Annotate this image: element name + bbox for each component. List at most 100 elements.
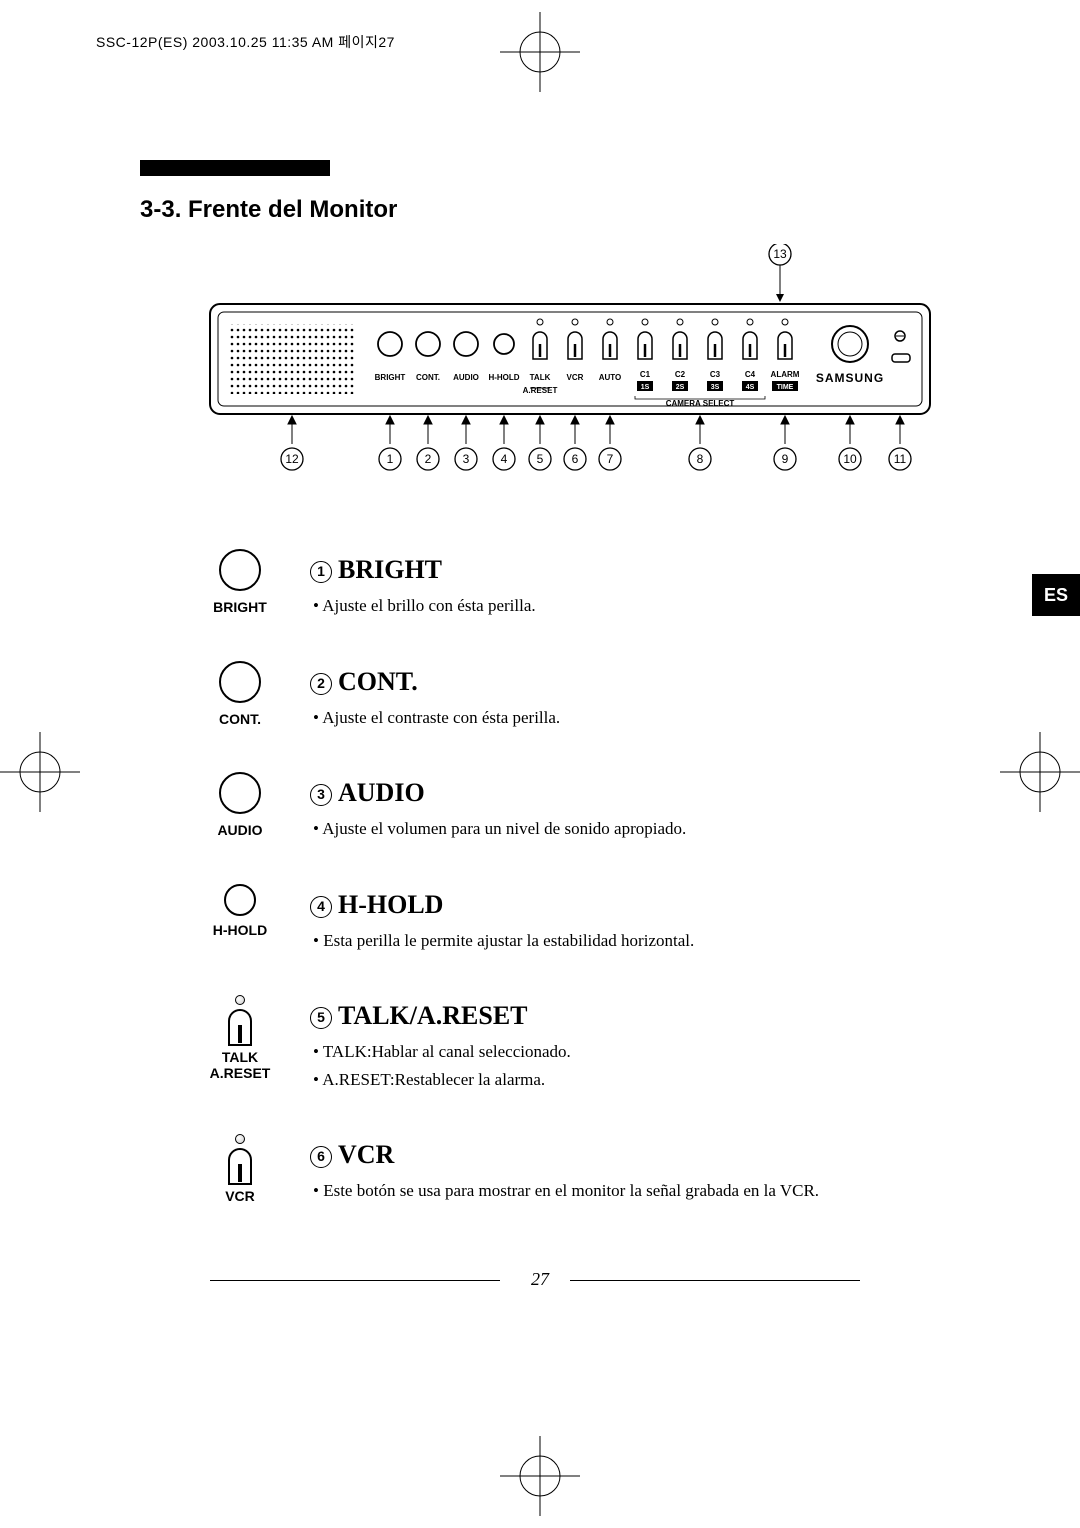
svg-text:VCR: VCR [567,373,584,382]
svg-text:AUTO: AUTO [599,373,622,382]
doc-header: SSC-12P(ES) 2003.10.25 11:35 AM 페이지27 [96,32,395,52]
item-number-circle: 3 [310,784,332,806]
knob-audio: AUDIO [453,332,479,382]
svg-text:TALK: TALK [530,373,551,382]
callout-13: 13 [773,247,787,261]
camera-select-group: C1 1S C2 2S C3 [635,319,765,408]
knob-icon [219,772,261,814]
item-title: TALK/A.RESET [338,1001,528,1030]
item-row: TALKA.RESET5TALK/A.RESETTALK:Hablar al c… [170,995,940,1094]
svg-text:CAMERA SELECT: CAMERA SELECT [666,399,735,408]
item-heading: 3 AUDIO [310,778,940,808]
item-text-column: 1 BRIGHT Ajuste el brillo con ésta perilla… [310,549,940,621]
item-icon-label: CONT. [170,711,310,727]
item-heading: 2CONT. [310,667,940,697]
svg-text:11: 11 [894,452,907,466]
switch-alarm-time: ALARM TIME [771,319,800,391]
item-text-column: 3 AUDIO Ajuste el volumen para un nivel de… [310,772,940,844]
language-tab: ES [1032,574,1080,616]
svg-text:2S: 2S [676,384,685,391]
svg-text:ALARM: ALARM [771,370,800,379]
item-row: H-HOLD4H-HOLDEsta perilla le permite aju… [170,884,940,956]
decorative-bar [140,160,330,176]
led-icon [235,1134,245,1144]
svg-text:4: 4 [501,452,508,466]
svg-text:3: 3 [463,452,470,466]
item-bullet: Esta perilla le permite ajustar la estab… [310,928,940,954]
svg-text:BRIGHT: BRIGHT [375,373,406,382]
item-heading: 4 H-HOLD [310,890,940,920]
item-bullet: Ajuste el brillo con ésta perilla. [310,593,940,619]
item-icon-label: TALK [170,1049,310,1065]
item-bullet: A.RESET:Restablecer la alarma. [310,1067,940,1093]
svg-text:1S: 1S [641,384,650,391]
item-heading: 5 TALK/A.RESET [310,1001,940,1031]
item-bullet: Ajuste el volumen para un nivel de sonid… [310,816,940,842]
item-title: BRIGHT [338,555,442,584]
knob-cont: CONT. [416,332,440,382]
item-icon-column: AUDIO [170,772,310,838]
svg-text:7: 7 [607,452,614,466]
svg-text:C2: C2 [675,370,686,379]
item-icon-column: CONT. [170,661,310,727]
item-bullet: Ajuste el contraste con ésta perilla. [310,705,940,731]
knob-icon [219,549,261,591]
item-icon-column: VCR [170,1134,310,1204]
item-text-column: 6 VCR Este botón se usa para mostrar en el… [310,1134,940,1206]
item-number-circle: 6 [310,1146,332,1168]
svg-text:10: 10 [843,452,857,466]
item-title: AUDIO [338,778,425,807]
brand-logo: SAMSUNG [816,371,884,385]
item-bullet: Este botón se usa para mostrar en el mon… [310,1178,940,1204]
item-bullet: TALK:Hablar al canal seleccionado. [310,1039,940,1065]
item-number-circle: 4 [310,896,332,918]
page-number: 27 [0,1269,1080,1290]
svg-text:6: 6 [572,452,579,466]
item-number-circle: 1 [310,561,332,583]
item-icon-label: BRIGHT [170,599,310,615]
section-title: 3-3. Frente del Monitor [140,196,940,224]
item-heading: 6 VCR [310,1140,940,1170]
item-title: VCR [338,1140,394,1169]
svg-text:9: 9 [782,452,789,466]
item-row: BRIGHT1BRIGHTAjuste el brillo con ésta p… [170,549,940,621]
item-icon-label: AUDIO [170,822,310,838]
switch-auto: AUTO [599,319,622,382]
item-text-column: 5 TALK/A.RESET TALK:Hablar al canal selecc… [310,995,940,1094]
led-icon [235,995,245,1005]
monitor-panel-diagram: 13 [200,244,940,509]
knob-icon [219,661,261,703]
item-number-circle: 5 [310,1007,332,1029]
switch-talk: TALK A.RESET [523,319,558,395]
item-heading: 1 BRIGHT [310,555,940,585]
svg-text:A.RESET: A.RESET [523,386,558,395]
switch-icon [225,1148,255,1186]
switch-icon [225,1009,255,1047]
svg-text:CONT.: CONT. [416,373,440,382]
svg-text:TIME: TIME [777,384,794,391]
item-row: AUDIO3AUDIOAjuste el volumen para un niv… [170,772,940,844]
svg-text:C4: C4 [745,370,756,379]
svg-text:8: 8 [697,452,704,466]
switch-vcr: VCR [567,319,584,382]
svg-text:4S: 4S [746,384,755,391]
item-row: VCR6VCREste botón se usa para mostrar en… [170,1134,940,1206]
item-title: CONT. [338,667,418,696]
item-icon-label: H-HOLD [170,922,310,938]
svg-text:C1: C1 [640,370,651,379]
knob-bright: BRIGHT [375,332,406,382]
knob-icon [224,884,256,916]
item-row: CONT.2CONT. Ajuste el contraste con ésta … [170,661,940,733]
item-icon-label: A.RESET [170,1065,310,1081]
svg-text:1: 1 [387,452,394,466]
ir-window [892,354,910,362]
item-title: H-HOLD [338,890,443,919]
item-text-column: 2CONT. Ajuste el contraste con ésta peril… [310,661,940,733]
item-icon-column: BRIGHT [170,549,310,615]
svg-text:AUDIO: AUDIO [453,373,479,382]
item-icon-column: TALKA.RESET [170,995,310,1081]
power-knob [832,326,868,362]
svg-text:5: 5 [537,452,544,466]
svg-text:2: 2 [425,452,432,466]
item-icon-label: VCR [170,1188,310,1204]
